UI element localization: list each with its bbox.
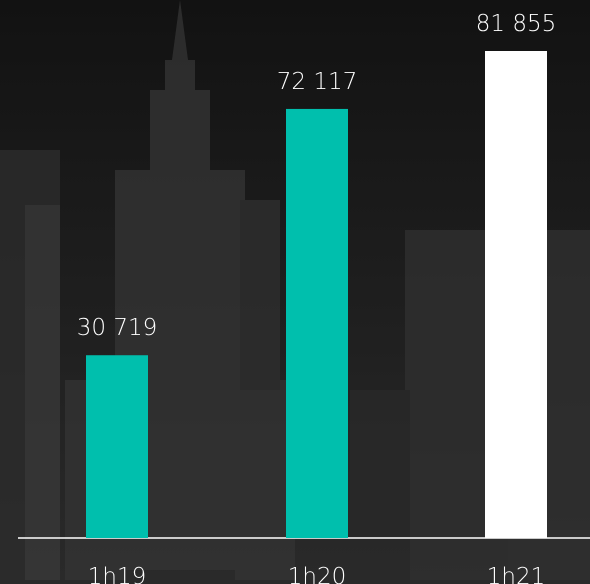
bar: [286, 108, 348, 538]
x-tick-label: 1h19: [88, 564, 146, 584]
value-label: 72 117: [277, 69, 357, 95]
value-label: 30 719: [77, 315, 157, 341]
x-tick-label: 1h21: [487, 564, 545, 584]
bar: [485, 51, 547, 538]
bar: [86, 355, 148, 538]
x-tick-label: 1h20: [288, 564, 346, 584]
value-label: 81 855: [476, 11, 556, 37]
